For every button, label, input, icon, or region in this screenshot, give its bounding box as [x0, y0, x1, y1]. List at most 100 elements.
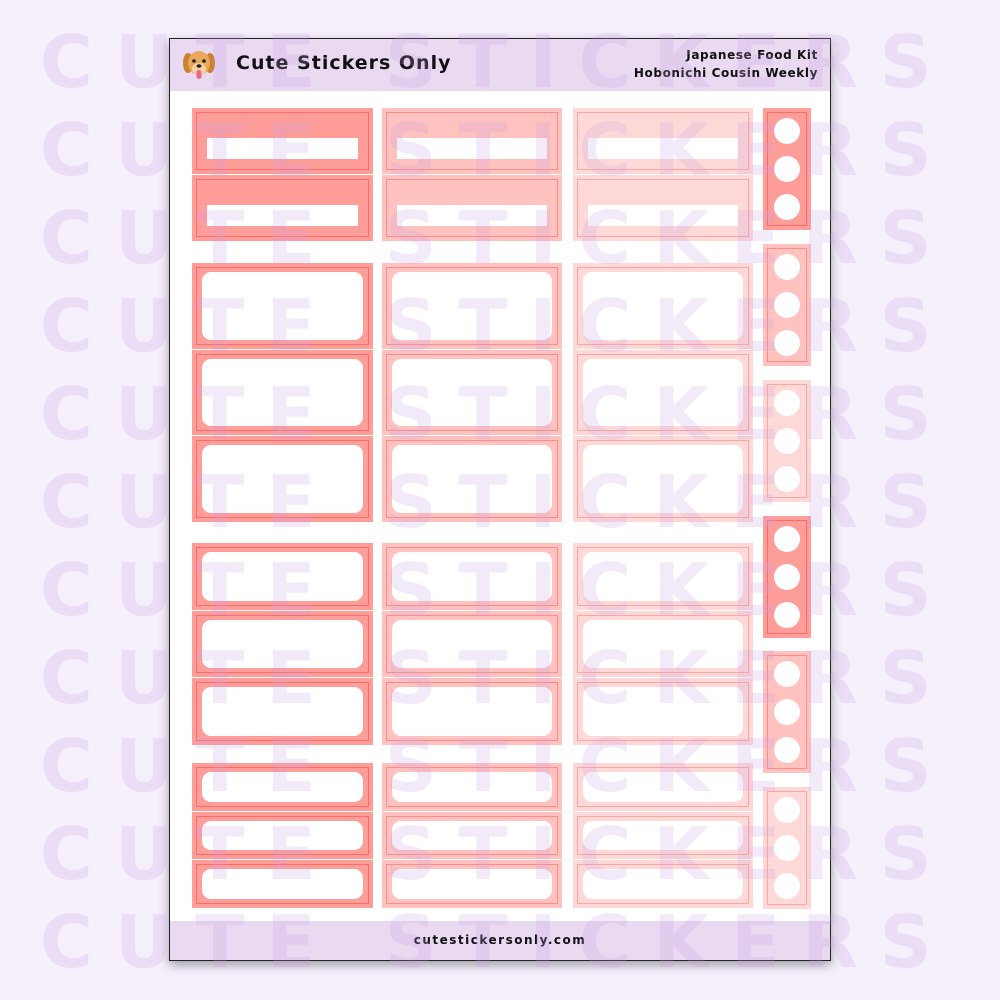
sticker[interactable] — [573, 108, 753, 174]
sticker[interactable] — [192, 610, 373, 678]
sticker-border — [386, 267, 558, 345]
sticker[interactable] — [192, 349, 373, 436]
write-box — [392, 445, 552, 513]
sticker[interactable] — [573, 263, 753, 349]
strip-border — [767, 655, 807, 769]
write-box — [583, 820, 743, 851]
sticker-border — [196, 614, 369, 674]
write-box — [583, 445, 743, 513]
label-bar — [207, 138, 358, 159]
checkbox-circle — [774, 428, 800, 454]
checkbox-circle — [774, 564, 800, 590]
checkbox-circle — [774, 699, 800, 725]
sticker[interactable] — [573, 175, 753, 241]
sticker[interactable] — [382, 436, 562, 522]
sticker[interactable] — [382, 349, 562, 436]
sticker-border — [577, 179, 749, 237]
sticker[interactable] — [573, 610, 753, 678]
sticker[interactable] — [382, 860, 562, 908]
checkbox-strip[interactable] — [763, 787, 811, 909]
sticker[interactable] — [573, 436, 753, 522]
checkbox-circle — [774, 797, 800, 823]
checkbox-strip[interactable] — [763, 380, 811, 502]
sticker-border — [386, 767, 558, 807]
checkbox-circle — [774, 466, 800, 492]
checkbox-circle — [774, 835, 800, 861]
write-box — [202, 552, 363, 601]
write-box — [202, 272, 363, 340]
sticker[interactable] — [382, 543, 562, 610]
write-box — [392, 619, 552, 669]
strip-border — [767, 520, 807, 634]
sticker-sheet: Cute Stickers Only Japanese Food Kit Hob… — [169, 38, 831, 961]
sticker[interactable] — [382, 678, 562, 745]
sticker-border — [386, 547, 558, 606]
sticker-border — [577, 112, 749, 170]
sticker-border — [386, 179, 558, 237]
write-box — [392, 272, 552, 340]
sticker-border — [386, 864, 558, 904]
label-bar — [397, 205, 547, 226]
checkbox-strip[interactable] — [763, 108, 811, 230]
sticker[interactable] — [192, 263, 373, 349]
checkbox-circle — [774, 873, 800, 899]
checkbox-strip[interactable] — [763, 516, 811, 638]
sticker[interactable] — [382, 610, 562, 678]
footer-url: cutestickersonly.com — [170, 921, 830, 960]
strip-border — [767, 791, 807, 905]
sticker[interactable] — [192, 436, 373, 522]
sticker[interactable] — [382, 811, 562, 860]
sticker-border — [196, 267, 369, 345]
strip-border — [767, 248, 807, 362]
sticker[interactable] — [192, 860, 373, 908]
sticker-border — [386, 440, 558, 518]
sticker[interactable] — [382, 108, 562, 174]
checkbox-circle — [774, 330, 800, 356]
label-bar — [588, 205, 738, 226]
sticker[interactable] — [192, 763, 373, 811]
sticker[interactable] — [382, 263, 562, 349]
sticker[interactable] — [192, 108, 373, 174]
checkbox-circle — [774, 118, 800, 144]
checkbox-strip[interactable] — [763, 244, 811, 366]
sticker[interactable] — [192, 175, 373, 241]
write-box — [392, 552, 552, 601]
sticker-border — [386, 682, 558, 741]
sticker[interactable] — [192, 543, 373, 610]
write-box — [202, 772, 363, 802]
sticker[interactable] — [573, 763, 753, 811]
sticker-border — [577, 614, 749, 674]
sticker-border — [386, 614, 558, 674]
write-box — [202, 687, 363, 736]
sticker-border — [196, 179, 369, 237]
write-box — [583, 869, 743, 899]
sticker[interactable] — [382, 175, 562, 241]
sticker[interactable] — [573, 811, 753, 860]
sticker[interactable] — [192, 678, 373, 745]
sticker-border — [577, 440, 749, 518]
checkbox-circle — [774, 737, 800, 763]
sticker[interactable] — [573, 349, 753, 436]
checkbox-circle — [774, 292, 800, 318]
write-box — [583, 772, 743, 802]
dog-face-icon — [183, 51, 215, 79]
sticker[interactable] — [192, 811, 373, 860]
checkbox-circle — [774, 602, 800, 628]
sticker[interactable] — [573, 860, 753, 908]
sticker-border — [577, 353, 749, 432]
sticker-border — [577, 864, 749, 904]
checkbox-circle — [774, 526, 800, 552]
write-box — [202, 445, 363, 513]
label-bar — [397, 138, 547, 159]
checkbox-circle — [774, 661, 800, 687]
sticker[interactable] — [573, 678, 753, 745]
sticker-border — [196, 353, 369, 432]
sticker[interactable] — [573, 543, 753, 610]
write-box — [583, 272, 743, 340]
write-box — [392, 687, 552, 736]
checkbox-strip[interactable] — [763, 651, 811, 773]
sticker[interactable] — [382, 763, 562, 811]
sticker-border — [386, 353, 558, 432]
checkbox-circle — [774, 254, 800, 280]
write-box — [202, 820, 363, 851]
